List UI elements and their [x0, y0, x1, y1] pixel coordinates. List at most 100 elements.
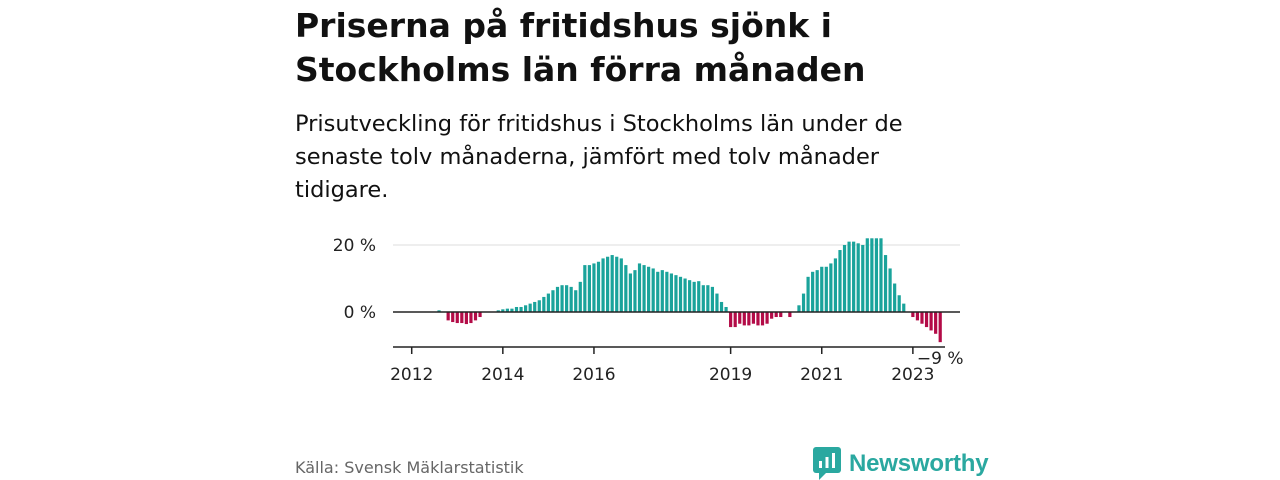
bar	[660, 270, 664, 313]
bar	[861, 245, 865, 312]
x-tick-label: 2023	[891, 365, 934, 385]
bar	[765, 312, 769, 324]
bar	[555, 286, 560, 313]
bar	[633, 270, 637, 313]
bar	[824, 266, 828, 312]
bar	[911, 312, 915, 318]
bar	[469, 312, 473, 324]
bar	[628, 273, 632, 312]
bar	[656, 271, 660, 312]
bar	[760, 312, 765, 326]
bar	[542, 296, 546, 313]
bar	[642, 265, 646, 312]
source-note: Källa: Svensk Mäklarstatistik	[295, 458, 524, 477]
bar	[505, 308, 509, 312]
bar	[455, 312, 459, 324]
bar	[724, 306, 728, 313]
bar	[929, 312, 933, 331]
chart-title: Priserna på fritidshus sjönk i Stockholm…	[295, 6, 866, 89]
bar	[779, 312, 783, 318]
bar	[715, 293, 719, 312]
bar	[893, 283, 897, 312]
x-tick-label: 2016	[572, 365, 615, 385]
bar	[647, 266, 651, 312]
bar	[533, 301, 537, 312]
bar	[797, 305, 801, 312]
x-tick-label: 2014	[481, 365, 524, 385]
bar	[697, 281, 701, 312]
bar	[788, 312, 792, 318]
bar	[583, 265, 587, 312]
newsworthy-logo-icon	[813, 447, 841, 480]
bar	[920, 312, 924, 324]
bar	[619, 258, 623, 312]
bar	[897, 295, 901, 312]
x-tick-label: 2012	[390, 365, 433, 385]
bar	[624, 265, 628, 312]
bar	[446, 312, 450, 321]
bar	[669, 273, 673, 312]
bar	[815, 270, 819, 313]
bar	[651, 268, 655, 312]
bar	[460, 312, 464, 324]
bar	[706, 285, 710, 312]
bar	[751, 312, 756, 324]
bar	[587, 265, 591, 312]
bar	[683, 278, 687, 312]
bar	[615, 256, 619, 312]
bar	[888, 268, 892, 312]
bar	[514, 306, 519, 313]
bar	[806, 276, 810, 312]
bar	[719, 301, 724, 312]
bar	[842, 245, 847, 312]
bar	[501, 309, 505, 312]
bar	[551, 290, 555, 313]
chart-subtitle: Prisutveckling för fritidshus i Stockhol…	[295, 111, 903, 203]
bar	[847, 241, 851, 312]
bar	[770, 312, 774, 319]
x-tick-label: 2019	[709, 365, 752, 385]
y-tick-label: 20 %	[333, 236, 376, 256]
bar	[524, 305, 528, 312]
bar	[865, 238, 869, 312]
bar	[678, 276, 683, 312]
bar	[738, 312, 742, 324]
bar	[637, 263, 642, 313]
bar	[747, 312, 751, 326]
bar	[852, 241, 856, 312]
bar	[811, 271, 815, 312]
last-value-label: −9 %	[917, 349, 964, 369]
bar	[870, 238, 874, 312]
bar	[688, 280, 692, 312]
bar	[478, 312, 482, 318]
brand-name: Newsworthy	[849, 449, 989, 477]
bar	[874, 238, 879, 312]
bar	[496, 310, 500, 312]
brand-logo: Newsworthy	[813, 447, 989, 480]
bar	[610, 255, 614, 312]
bar	[578, 281, 582, 312]
bar	[565, 285, 569, 312]
bar	[756, 312, 760, 326]
bar	[833, 258, 838, 312]
bar	[473, 312, 478, 321]
bar	[546, 293, 550, 312]
bar	[692, 281, 696, 312]
bar	[938, 312, 942, 343]
bar	[537, 300, 541, 312]
bar	[924, 312, 929, 328]
bar	[883, 255, 888, 312]
bar	[437, 310, 441, 312]
bar	[592, 263, 596, 313]
bar	[601, 258, 605, 312]
bar	[742, 312, 746, 326]
x-tick-label: 2021	[800, 365, 843, 385]
bar	[729, 312, 733, 328]
bar	[606, 256, 610, 312]
bar	[774, 312, 778, 318]
bar	[510, 308, 514, 312]
bar	[674, 275, 678, 312]
bar	[560, 285, 564, 312]
bar	[820, 266, 824, 312]
